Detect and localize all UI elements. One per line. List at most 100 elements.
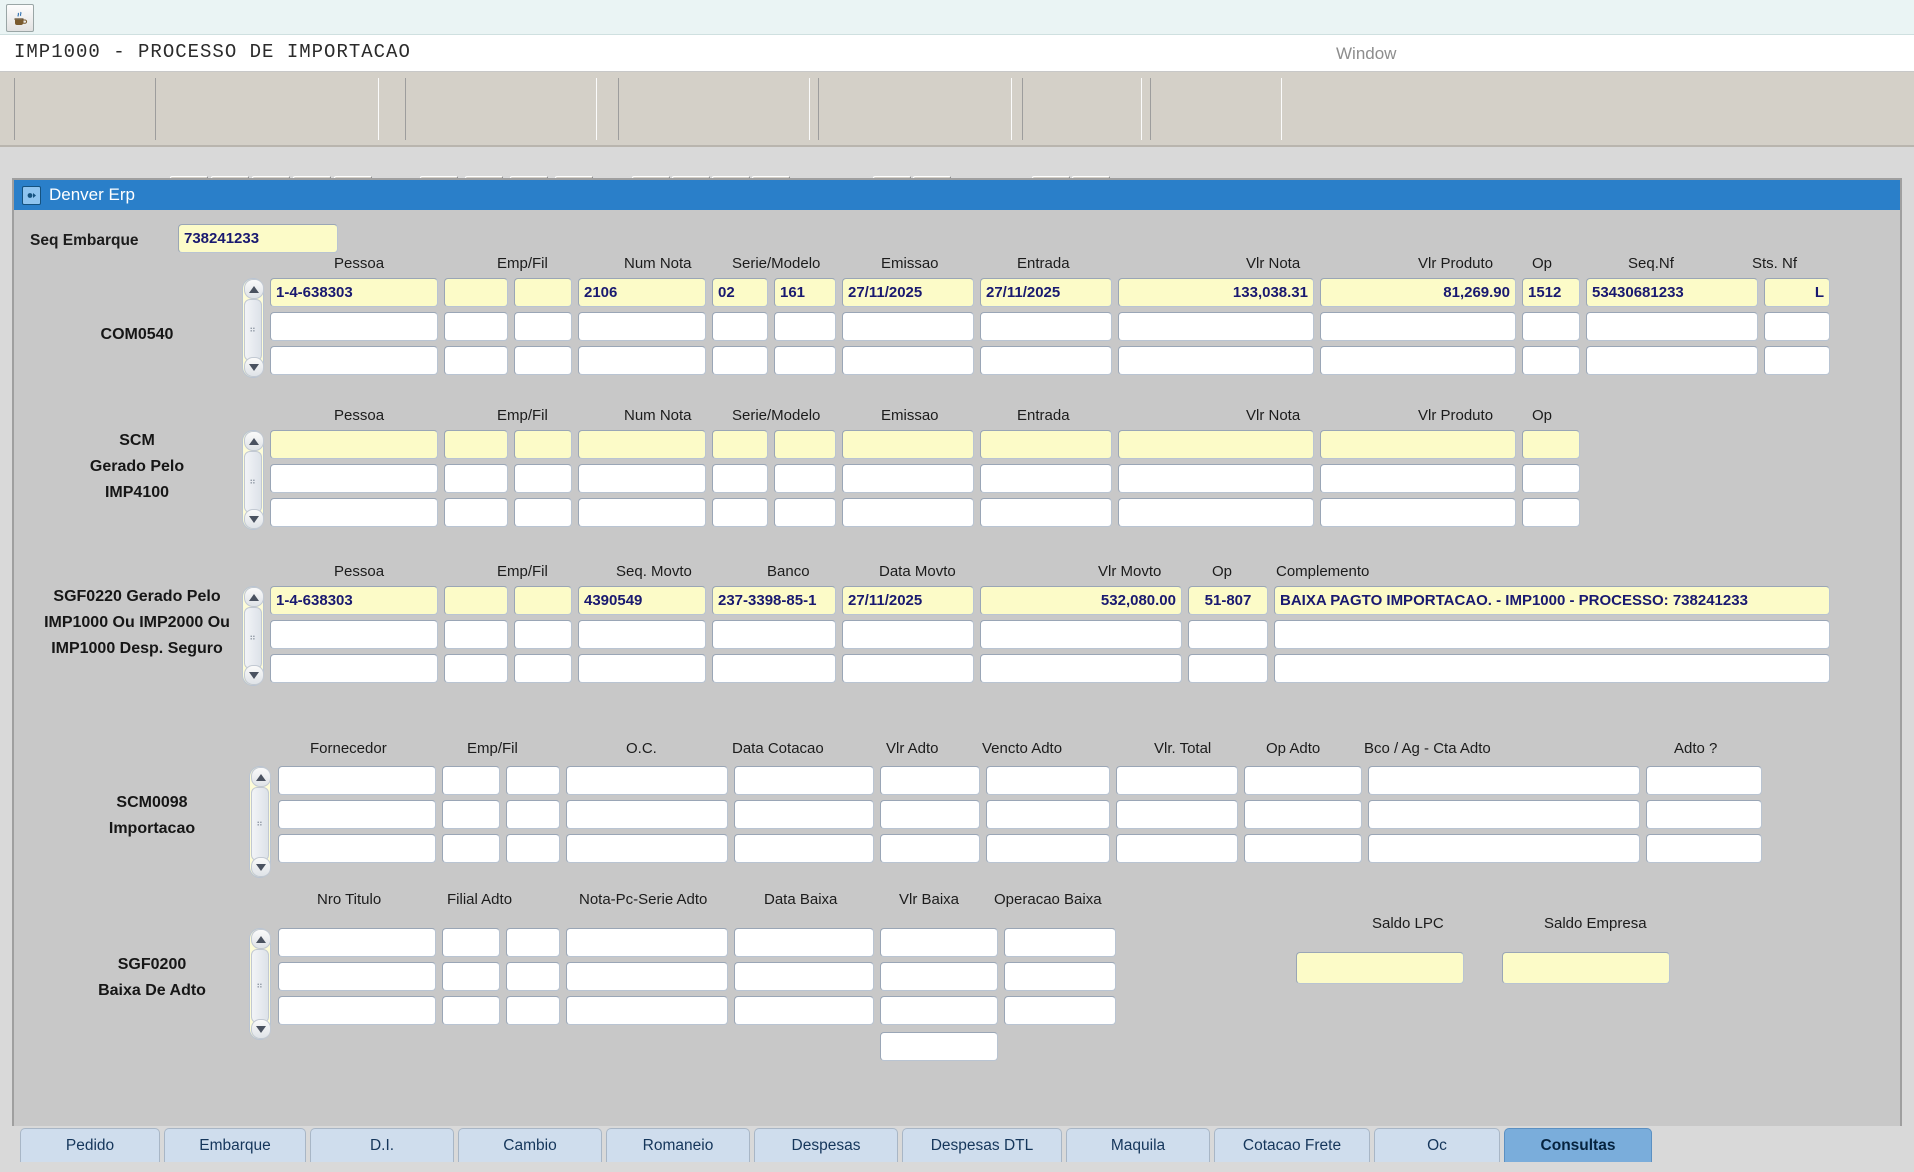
scm0098-emp-1[interactable] <box>442 766 500 795</box>
com0540-vlrnota-1[interactable]: 133,038.31 <box>1118 278 1314 307</box>
sgf0220-pessoa-1[interactable]: 1-4-638303 <box>270 586 438 615</box>
tab-maquila[interactable]: Maquila <box>1066 1128 1210 1162</box>
com0540-pessoa-1[interactable]: 1-4-638303 <box>270 278 438 307</box>
com0540-serie-3[interactable] <box>712 346 768 375</box>
tab-cotacao-frete[interactable]: Cotacao Frete <box>1214 1128 1370 1162</box>
scm-vlrnota-1[interactable] <box>1118 430 1314 459</box>
com0540-op-2[interactable] <box>1522 312 1580 341</box>
sgf0200-total-baixa[interactable] <box>880 1032 998 1061</box>
sgf0220-seqmovto-1[interactable]: 4390549 <box>578 586 706 615</box>
sgf0200-scroll-down-icon[interactable] <box>251 1019 271 1039</box>
com0540-vlrnota-2[interactable] <box>1118 312 1314 341</box>
scm0098-adto-3[interactable] <box>1646 834 1762 863</box>
scm0098-emp-2[interactable] <box>442 800 500 829</box>
sgf0200-filialadto2-3[interactable] <box>506 996 560 1025</box>
sgf0200-filialadto-1[interactable] <box>442 928 500 957</box>
scm0098-datacotacao-2[interactable] <box>734 800 874 829</box>
sgf0200-operacaobaixa-2[interactable] <box>1004 962 1116 991</box>
sgf0220-emp-3[interactable] <box>444 654 508 683</box>
sgf0200-databaixa-2[interactable] <box>734 962 874 991</box>
sgf0220-emp-1[interactable] <box>444 586 508 615</box>
com0540-stsnf-2[interactable] <box>1764 312 1830 341</box>
scm-vlrproduto-2[interactable] <box>1320 464 1516 493</box>
scm-entrada-1[interactable] <box>980 430 1112 459</box>
sgf0200-nrotitulo-2[interactable] <box>278 962 436 991</box>
scm0098-adto-2[interactable] <box>1646 800 1762 829</box>
com0540-serie-2[interactable] <box>712 312 768 341</box>
scm-emissao-1[interactable] <box>842 430 974 459</box>
scm0098-vlradto-2[interactable] <box>880 800 980 829</box>
scm0098-venctoadto-2[interactable] <box>986 800 1110 829</box>
com0540-seqnf-1[interactable]: 53430681233 <box>1586 278 1758 307</box>
tab-oc[interactable]: Oc <box>1374 1128 1500 1162</box>
scm0098-scroll-down-icon[interactable] <box>251 857 271 877</box>
sgf0220-datamovto-2[interactable] <box>842 620 974 649</box>
com0540-modelo-1[interactable]: 161 <box>774 278 836 307</box>
sgf0220-seqmovto-2[interactable] <box>578 620 706 649</box>
scm-emp-2[interactable] <box>444 464 508 493</box>
scm-fil-3[interactable] <box>514 498 572 527</box>
com0540-numnota-3[interactable] <box>578 346 706 375</box>
scm0098-vlradto-3[interactable] <box>880 834 980 863</box>
com0540-stsnf-3[interactable] <box>1764 346 1830 375</box>
scm0098-bcoagcta-2[interactable] <box>1368 800 1640 829</box>
sgf0200-databaixa-1[interactable] <box>734 928 874 957</box>
scm-emp-3[interactable] <box>444 498 508 527</box>
com0540-scroll-down-icon[interactable] <box>244 357 264 377</box>
sgf0200-nrotitulo-3[interactable] <box>278 996 436 1025</box>
sgf0220-op-1[interactable]: 51-807 <box>1188 586 1268 615</box>
com0540-entrada-3[interactable] <box>980 346 1112 375</box>
scm-op-2[interactable] <box>1522 464 1580 493</box>
com0540-seqnf-3[interactable] <box>1586 346 1758 375</box>
scm0098-adto-1[interactable] <box>1646 766 1762 795</box>
scm-vlrproduto-1[interactable] <box>1320 430 1516 459</box>
tab-pedido[interactable]: Pedido <box>20 1128 160 1162</box>
sgf0220-complemento-2[interactable] <box>1274 620 1830 649</box>
sgf0220-emp-2[interactable] <box>444 620 508 649</box>
scm-pessoa-3[interactable] <box>270 498 438 527</box>
scm0098-opadto-2[interactable] <box>1244 800 1362 829</box>
sgf0200-operacaobaixa-1[interactable] <box>1004 928 1116 957</box>
com0540-vlrproduto-1[interactable]: 81,269.90 <box>1320 278 1516 307</box>
scm0098-scroll-up-icon[interactable] <box>251 767 271 787</box>
sgf0200-vlrbaixa-3[interactable] <box>880 996 998 1025</box>
scm-vlrnota-2[interactable] <box>1118 464 1314 493</box>
scm-serie-2[interactable] <box>712 464 768 493</box>
scm0098-bcoagcta-3[interactable] <box>1368 834 1640 863</box>
scm-modelo-2[interactable] <box>774 464 836 493</box>
sgf0220-datamovto-3[interactable] <box>842 654 974 683</box>
sgf0220-fil-2[interactable] <box>514 620 572 649</box>
scm-fil-1[interactable] <box>514 430 572 459</box>
com0540-vlrnota-3[interactable] <box>1118 346 1314 375</box>
com0540-op-3[interactable] <box>1522 346 1580 375</box>
sgf0220-scroll-up-icon[interactable] <box>244 587 264 607</box>
com0540-modelo-2[interactable] <box>774 312 836 341</box>
scm-emp-1[interactable] <box>444 430 508 459</box>
sgf0200-filialadto2-1[interactable] <box>506 928 560 957</box>
sgf0200-databaixa-3[interactable] <box>734 996 874 1025</box>
scm-scroll-up-icon[interactable] <box>244 431 264 451</box>
sgf0220-seqmovto-3[interactable] <box>578 654 706 683</box>
com0540-seqnf-2[interactable] <box>1586 312 1758 341</box>
sgf0220-pessoa-2[interactable] <box>270 620 438 649</box>
tab-embarque[interactable]: Embarque <box>164 1128 306 1162</box>
scm-pessoa-1[interactable] <box>270 430 438 459</box>
tab-despesas[interactable]: Despesas <box>754 1128 898 1162</box>
scm-numnota-1[interactable] <box>578 430 706 459</box>
com0540-emp-1[interactable] <box>444 278 508 307</box>
sgf0220-vlrmovto-2[interactable] <box>980 620 1182 649</box>
scm0098-fil-1[interactable] <box>506 766 560 795</box>
com0540-emissao-1[interactable]: 27/11/2025 <box>842 278 974 307</box>
scm-op-3[interactable] <box>1522 498 1580 527</box>
scm0098-oc-2[interactable] <box>566 800 728 829</box>
sgf0220-op-3[interactable] <box>1188 654 1268 683</box>
scm0098-venctoadto-3[interactable] <box>986 834 1110 863</box>
sgf0200-scroll-up-icon[interactable] <box>251 929 271 949</box>
scm0098-fornecedor-1[interactable] <box>278 766 436 795</box>
scm-serie-1[interactable] <box>712 430 768 459</box>
sgf0220-banco-2[interactable] <box>712 620 836 649</box>
tab-consultas[interactable]: Consultas <box>1504 1128 1652 1162</box>
com0540-serie-1[interactable]: 02 <box>712 278 768 307</box>
com0540-emissao-2[interactable] <box>842 312 974 341</box>
seq-embarque-input[interactable]: 738241233 <box>178 224 338 253</box>
